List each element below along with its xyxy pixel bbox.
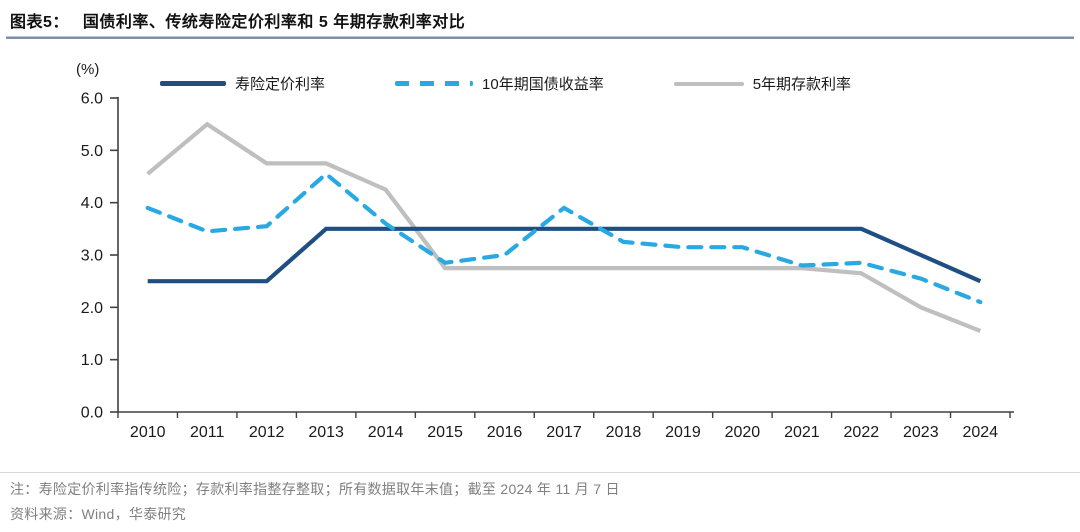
x-tick-label: 2015: [427, 424, 463, 441]
figure-title-text: 国债利率、传统寿险定价利率和 5 年期存款利率对比: [82, 14, 466, 31]
legend-label: 10年期国债收益率: [482, 76, 604, 93]
x-tick-label: 2024: [962, 424, 998, 441]
chart-source: 资料来源：Wind，华泰研究: [10, 506, 187, 522]
y-tick-label: 6.0: [81, 91, 103, 108]
x-tick-label: 2011: [190, 424, 225, 441]
legend-item-bond-yield: 10年期国债收益率: [395, 73, 604, 94]
legend-label: 5年期存款利率: [752, 76, 852, 93]
legend-label: 寿险定价利率: [235, 76, 326, 93]
legend-line-swatch-solid-navy: [160, 81, 226, 86]
x-tick-label: 2022: [844, 424, 880, 441]
y-tick-label: 4.0: [81, 195, 103, 212]
y-tick-label: 1.0: [81, 352, 103, 369]
x-tick-label: 2013: [308, 424, 344, 441]
x-tick-label: 2014: [368, 424, 404, 441]
y-tick-label: 2.0: [81, 300, 103, 317]
x-tick-label: 2016: [487, 424, 523, 441]
y-tick-label: 0.0: [81, 405, 103, 422]
legend-line-swatch-solid-gray: [673, 81, 744, 86]
x-tick-label: 2021: [784, 424, 820, 441]
x-tick-label: 2017: [546, 424, 582, 441]
y-tick-label: 5.0: [81, 143, 103, 160]
x-tick-label: 2010: [130, 424, 166, 441]
line-chart: 0.0 1.0 2.0 3.0 4.0 5.0 6.0 2010 2011 2012 2013 201…: [81, 91, 1014, 441]
series-line-5年期存款利率: [146, 121, 982, 333]
y-tick-label: 3.0: [81, 248, 103, 265]
y-axis-unit-label: (%): [76, 61, 100, 78]
series-line-10年期国债收益率: [145, 171, 983, 305]
x-tick-label: 2020: [725, 424, 761, 441]
legend-item-insurance-rate: 寿险定价利率: [160, 73, 325, 94]
x-tick-label: 2018: [606, 424, 642, 441]
figure-title: 图表5： 国债利率、传统寿险定价利率和 5 年期存款利率对比: [10, 8, 465, 32]
legend-line-swatch-dashed-blue: [395, 81, 474, 86]
chart-legend: 寿险定价利率 10年期国债收益率 5年期存款利率: [160, 73, 921, 94]
chart-area: (%) 寿险定价利率 10年期国债收益率 5年期存款利率 0.0 1.0 2.0 3.…: [0, 55, 1080, 470]
x-tick-label: 2019: [665, 424, 701, 441]
x-tick-label: 2012: [249, 424, 285, 441]
chart-note: 注：寿险定价利率指传统险；存款利率指整存整取；所有数据取年末值；截至 2024 …: [10, 481, 620, 497]
figure-label: 图表5：: [10, 14, 69, 31]
series-line-寿险定价利率: [147, 226, 982, 284]
footer-divider: [0, 472, 1080, 473]
x-tick-label: 2023: [903, 424, 939, 441]
title-divider: [6, 36, 1074, 39]
legend-item-deposit-rate: 5年期存款利率: [673, 73, 852, 94]
